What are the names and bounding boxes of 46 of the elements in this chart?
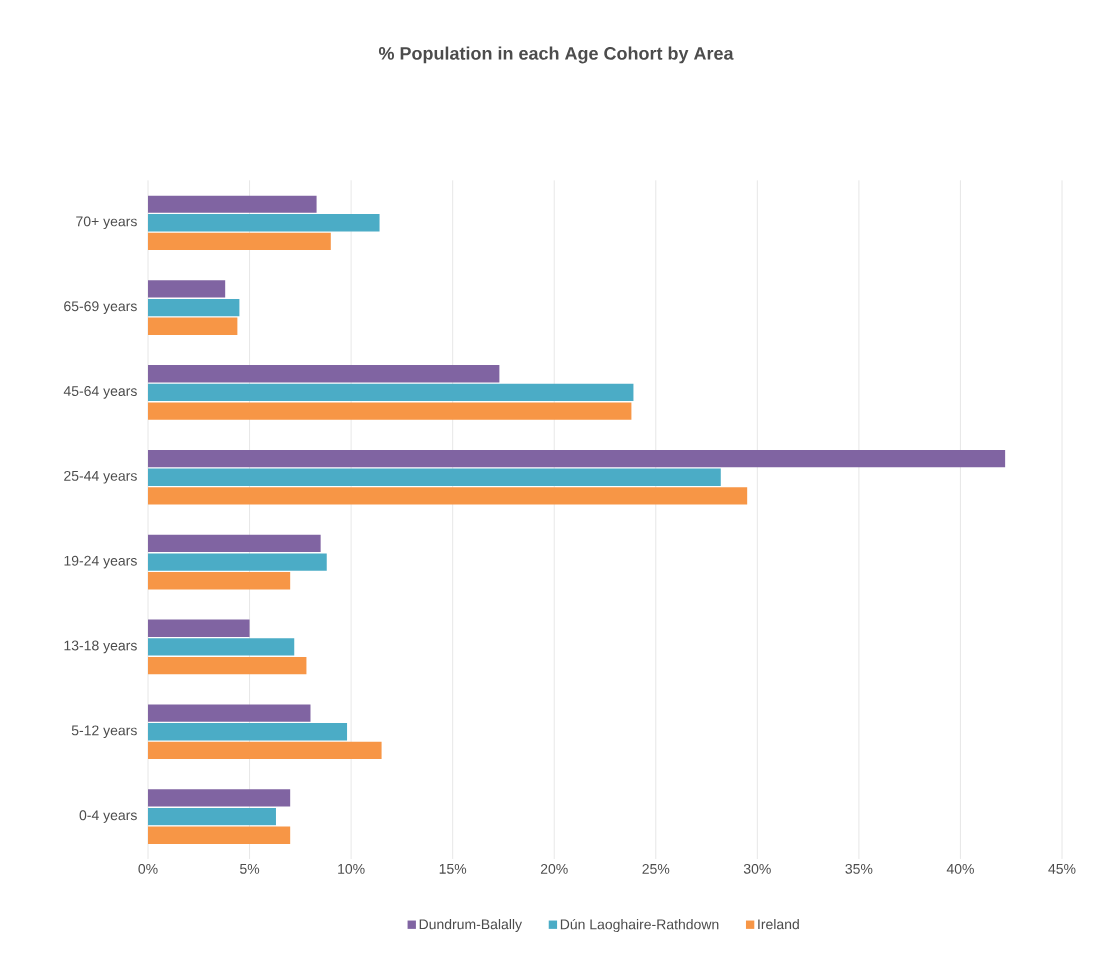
bar (148, 195, 317, 213)
bar (148, 723, 348, 741)
x-tick-label: 10% (338, 863, 365, 874)
chart-title: % Population in each Age Cohort by Area (378, 46, 734, 64)
x-tick-label: 45% (1048, 863, 1076, 874)
bar (148, 789, 291, 807)
bar (148, 280, 226, 298)
x-tick-label: 15% (439, 863, 467, 874)
y-tick-label: 19-24 years (64, 555, 137, 569)
x-tick-label: 5% (240, 863, 260, 874)
bar (148, 619, 250, 637)
bar (148, 365, 500, 383)
bar (148, 402, 632, 420)
bar (148, 317, 238, 335)
bar (148, 214, 380, 232)
bar (148, 741, 382, 760)
x-tick-label: 25% (642, 863, 670, 874)
x-tick-label: 20% (540, 863, 568, 874)
bar (148, 553, 327, 571)
bar (148, 383, 634, 402)
bar (148, 487, 748, 505)
bar (148, 656, 307, 675)
bar (148, 534, 321, 553)
y-tick-label: 70+ years (76, 216, 137, 230)
bar (148, 826, 291, 844)
x-tick-label: 30% (743, 863, 771, 874)
x-tick-label: 40% (946, 863, 974, 874)
y-tick-label: 65-69 years (64, 301, 137, 314)
bar (148, 704, 311, 722)
legend-label: Dún Laoghaire-Rathdown (560, 918, 719, 933)
bar (148, 232, 331, 251)
bar (148, 449, 1006, 468)
x-tick-label: 35% (845, 863, 873, 874)
y-tick-label: 45-64 years (63, 386, 137, 399)
bar (148, 638, 295, 656)
y-tick-label: 0-4 years (79, 810, 137, 823)
y-tick-label: 13-18 years (64, 640, 137, 654)
x-tick-label: 0% (138, 863, 158, 874)
bar (148, 807, 276, 826)
y-tick-label: 25-44 years (64, 470, 137, 484)
bar (148, 572, 291, 590)
bar (148, 298, 240, 317)
bar (148, 468, 721, 486)
legend-label: Ireland (758, 918, 799, 930)
y-tick-label: 5-12 years (71, 725, 137, 739)
legend-label: Dundrum-Balally (419, 918, 522, 933)
